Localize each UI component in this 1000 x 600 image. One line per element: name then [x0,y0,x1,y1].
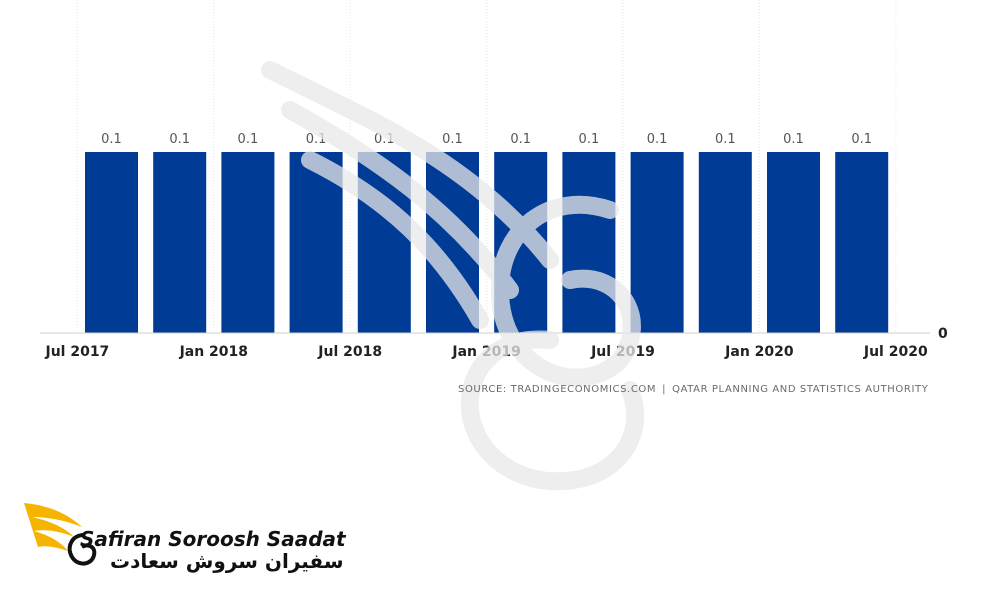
watermark-swan [261,61,644,491]
data-label: 0.1 [647,132,668,147]
y-tick-label: 0 [938,326,948,342]
bar [767,152,820,333]
x-tick-labels: Jul 2017 Jan 2018 Jul 2018 Jan 2019 Jul 2019… [44,344,927,360]
data-label: 0.1 [101,132,122,147]
data-label: 0.1 [715,132,736,147]
data-label: 0.1 [510,132,531,147]
source-prefix: SOURCE: TRADINGECONOMICS.COM [458,384,657,395]
x-tick-label: Jan 2020 [724,344,794,360]
data-label: 0.1 [851,132,872,147]
x-tick-label: Jul 2020 [863,344,928,360]
swan-wing-icon [24,503,97,566]
source-note: SOURCE: TRADINGECONOMICS.COM | QATAR PLANN… [458,384,928,395]
bar [221,152,275,333]
bar [85,152,138,333]
bar [835,152,889,333]
data-labels: 0.1 0.1 0.1 0.1 0.1 0.1 0.1 0.1 0.1 0.1 0.1 0.1 [101,132,872,147]
bar [630,152,684,333]
x-tick-label: Jan 2018 [179,344,248,360]
logo-name-english: Safiran Soroosh Saadat [80,527,346,551]
data-label: 0.1 [169,132,190,147]
company-logo: Safiran Soroosh Saadat سفیران سروش سعادت [22,495,346,585]
source-separator: | [662,384,667,395]
data-label: 0.1 [579,132,600,147]
y-tick-labels: 0 [938,326,948,342]
bar [698,152,752,333]
bar [562,152,616,333]
bar [153,152,207,333]
data-label: 0.1 [238,132,259,147]
data-label: 0.1 [442,132,463,147]
x-tick-label: Jul 2018 [317,344,382,360]
source-organization: QATAR PLANNING AND STATISTICS AUTHORITY [672,384,929,395]
data-label: 0.1 [783,132,804,147]
logo-name-persian: سفیران سروش سعادت [110,549,344,573]
x-tick-label: Jul 2017 [44,344,109,360]
